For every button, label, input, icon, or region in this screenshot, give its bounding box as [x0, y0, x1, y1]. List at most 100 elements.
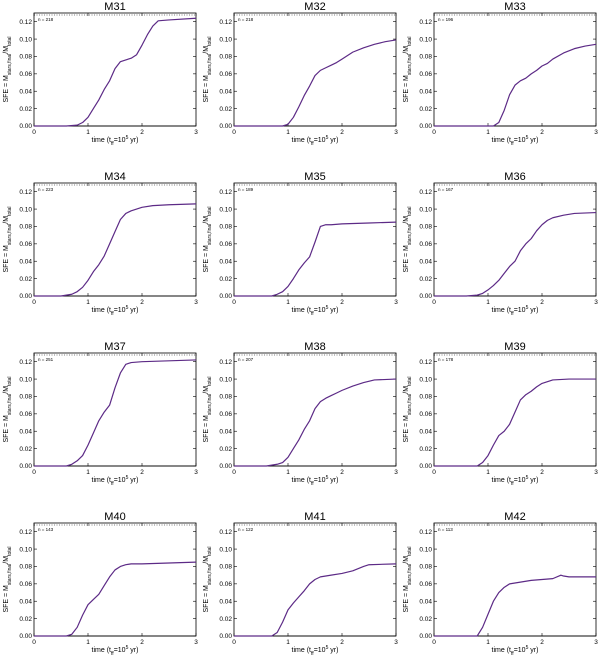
- y-tick-label: 0.08: [419, 54, 432, 61]
- x-tick-label: 0: [232, 129, 236, 136]
- plot-frame: [233, 182, 397, 297]
- y-axis-label: SFE = Mstars,final/Mtotal: [203, 546, 213, 612]
- y-tick-label: 0.02: [219, 616, 232, 623]
- x-tick-label: 0: [32, 299, 36, 306]
- y-axis-label: SFE = Mstars,final/Mtotal: [203, 36, 213, 102]
- y-tick-label: 0.12: [219, 529, 232, 536]
- y-tick-label: 0.10: [219, 36, 232, 43]
- x-tick-label: 0: [432, 129, 436, 136]
- panel-annotation: n = 207: [238, 357, 254, 362]
- y-tick-label: 0.04: [19, 598, 32, 605]
- x-tick-label: 0: [32, 129, 36, 136]
- chart-title: M32: [304, 1, 325, 13]
- x-tick-label: 3: [194, 469, 198, 476]
- y-tick-label: 0.12: [19, 189, 32, 196]
- y-tick-label: 0.06: [419, 411, 432, 418]
- y-tick-label: 0.10: [419, 376, 432, 383]
- y-tick-label: 0.12: [219, 189, 232, 196]
- y-tick-label: 0.00: [219, 123, 232, 130]
- y-axis-label: SFE = Mstars,final/Mtotal: [203, 376, 213, 442]
- chart-panel-m32: M32 n = 218 0.00 0.02 0.04 0.06 0.08 0.10 0.12 0 1…: [203, 1, 398, 147]
- y-tick-label: 0.02: [19, 616, 32, 623]
- y-tick-label: 0.06: [219, 241, 232, 248]
- y-tick-label: 0.06: [419, 71, 432, 78]
- x-tick-label: 1: [286, 299, 290, 306]
- y-tick-label: 0.02: [419, 446, 432, 453]
- x-tick-label: 3: [194, 129, 198, 136]
- y-axis-label: SFE = Mstars,final/Mtotal: [403, 36, 413, 102]
- y-tick-label: 0.00: [19, 293, 32, 300]
- y-tick-label: 0.06: [219, 581, 232, 588]
- plot-frame: [433, 12, 597, 127]
- y-tick-label: 0.08: [19, 394, 32, 401]
- x-tick-label: 1: [86, 469, 90, 476]
- chart-panel-m34: M34 n = 223 0.00 0.02 0.04 0.06 0.08 0.10 0.12 0 1…: [3, 171, 198, 317]
- x-axis-label: time (tff=105 yr): [92, 645, 139, 657]
- x-tick-label: 1: [486, 469, 490, 476]
- panel-annotation: n = 218: [238, 17, 254, 22]
- sfe-curve: [434, 574, 596, 637]
- x-axis-label: time (tff=105 yr): [292, 305, 339, 317]
- y-tick-label: 0.08: [219, 564, 232, 571]
- chart-title: M31: [104, 1, 125, 13]
- x-tick-label: 1: [86, 639, 90, 646]
- x-tick-label: 3: [194, 639, 198, 646]
- panel-annotation: n = 167: [438, 187, 454, 192]
- y-axis-label: SFE = Mstars,final/Mtotal: [403, 206, 413, 272]
- chart-title: M40: [104, 511, 125, 523]
- y-tick-label: 0.00: [419, 633, 432, 640]
- y-tick-label: 0.08: [19, 54, 32, 61]
- x-axis-label: time (tff=105 yr): [292, 135, 339, 147]
- y-tick-label: 0.04: [219, 598, 232, 605]
- panel-annotation: n = 223: [38, 187, 54, 192]
- y-tick-label: 0.06: [19, 581, 32, 588]
- x-axis-label: time (tff=105 yr): [492, 475, 539, 487]
- panel-annotation: n = 143: [38, 527, 54, 532]
- y-tick-label: 0.02: [419, 106, 432, 113]
- y-tick-label: 0.04: [19, 88, 32, 95]
- chart-title: M37: [104, 341, 125, 353]
- x-tick-label: 0: [432, 299, 436, 306]
- y-tick-label: 0.06: [19, 411, 32, 418]
- y-tick-label: 0.06: [419, 581, 432, 588]
- y-tick-label: 0.04: [19, 428, 32, 435]
- x-tick-label: 2: [340, 639, 344, 646]
- y-tick-label: 0.12: [419, 529, 432, 536]
- x-tick-label: 2: [140, 129, 144, 136]
- y-tick-label: 0.02: [19, 276, 32, 283]
- x-tick-label: 0: [432, 639, 436, 646]
- y-tick-label: 0.04: [19, 258, 32, 265]
- y-tick-label: 0.02: [19, 106, 32, 113]
- y-tick-label: 0.12: [419, 189, 432, 196]
- x-tick-label: 2: [340, 299, 344, 306]
- y-tick-label: 0.00: [219, 633, 232, 640]
- x-axis-label: time (tff=105 yr): [492, 135, 539, 147]
- x-tick-label: 3: [594, 469, 598, 476]
- y-axis-label: SFE = Mstars,final/Mtotal: [3, 36, 13, 102]
- x-axis-label: time (tff=105 yr): [292, 645, 339, 657]
- chart-title: M41: [304, 511, 325, 523]
- x-tick-label: 3: [194, 299, 198, 306]
- plot-frame: [233, 12, 397, 127]
- y-tick-label: 0.10: [19, 36, 32, 43]
- panel-annotation: n = 122: [238, 527, 254, 532]
- x-tick-label: 2: [340, 469, 344, 476]
- x-tick-label: 3: [594, 299, 598, 306]
- chart-panel-m41: M41 n = 122 0.00 0.02 0.04 0.06 0.08 0.10 0.12 0 1…: [203, 511, 398, 657]
- y-tick-label: 0.04: [419, 258, 432, 265]
- sfe-curve: [434, 43, 597, 127]
- y-tick-label: 0.00: [219, 293, 232, 300]
- x-tick-label: 2: [340, 129, 344, 136]
- y-axis-label: SFE = Mstars,final/Mtotal: [403, 546, 413, 612]
- y-tick-label: 0.00: [419, 293, 432, 300]
- y-tick-label: 0.12: [419, 19, 432, 26]
- y-tick-label: 0.02: [219, 276, 232, 283]
- y-axis-label: SFE = Mstars,final/Mtotal: [3, 376, 13, 442]
- y-axis-label: SFE = Mstars,final/Mtotal: [3, 546, 13, 612]
- x-tick-label: 1: [486, 639, 490, 646]
- x-axis-label: time (tff=105 yr): [92, 475, 139, 487]
- plot-frame: [433, 352, 597, 467]
- x-tick-label: 1: [286, 129, 290, 136]
- y-tick-label: 0.10: [219, 546, 232, 553]
- y-tick-label: 0.12: [19, 529, 32, 536]
